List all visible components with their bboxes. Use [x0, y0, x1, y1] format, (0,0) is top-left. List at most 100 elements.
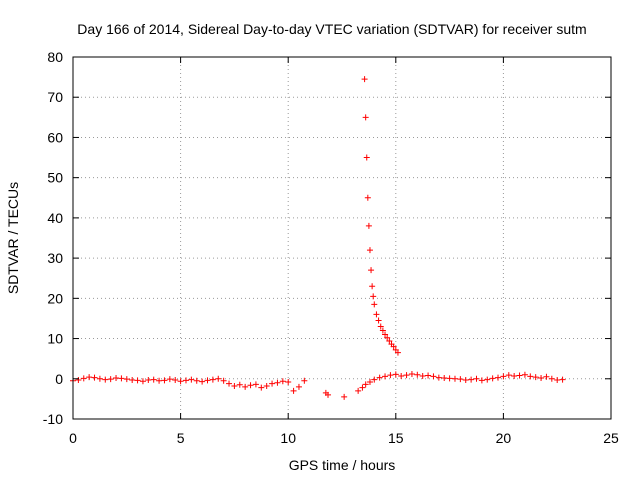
data-point: [252, 381, 259, 388]
data-point: [457, 376, 464, 383]
data-point: [446, 375, 453, 382]
data-point: [364, 194, 371, 201]
data-point: [295, 383, 302, 390]
data-point: [489, 375, 496, 382]
data-point: [375, 317, 382, 324]
x-tick-label: 5: [177, 430, 185, 446]
data-point: [363, 154, 370, 161]
data-point: [86, 374, 93, 381]
x-tick-label: 25: [603, 430, 619, 446]
data-point: [365, 222, 372, 229]
axis-ticks: [72, 56, 612, 420]
data-point: [75, 376, 82, 383]
data-point: [548, 375, 555, 382]
data-point: [435, 374, 442, 381]
y-tick-label: 70: [47, 89, 63, 105]
data-point: [80, 375, 87, 382]
data-point: [359, 384, 366, 391]
data-point: [188, 376, 195, 383]
data-point: [258, 384, 265, 391]
data-point: [139, 378, 146, 385]
data-point: [96, 375, 103, 382]
data-point: [145, 376, 152, 383]
data-point: [301, 377, 308, 384]
data-point: [274, 379, 281, 386]
y-tick-label: 10: [47, 331, 63, 347]
data-point: [371, 376, 378, 383]
x-tick-label: 10: [280, 430, 296, 446]
data-point: [543, 373, 550, 380]
data-point: [495, 374, 502, 381]
data-point: [521, 371, 528, 378]
data-point: [500, 373, 507, 380]
tick-labels: 0 5 10 15 20 25 -10 0 10 20 30 40 50 60 70 80: [43, 49, 619, 446]
data-point: [156, 377, 163, 384]
data-point: [430, 373, 437, 380]
data-point: [473, 375, 480, 382]
x-tick-label: 15: [388, 430, 404, 446]
data-point: [468, 376, 475, 383]
data-point: [102, 376, 109, 383]
data-point: [150, 376, 157, 383]
data-point: [91, 374, 98, 381]
x-tick-label: 0: [69, 430, 77, 446]
data-point: [325, 391, 332, 398]
data-point: [392, 371, 399, 378]
data-point: [236, 381, 243, 388]
data-point: [269, 380, 276, 387]
data-point: [511, 372, 518, 379]
data-point: [193, 377, 200, 384]
data-point: [559, 376, 566, 383]
data-point: [366, 247, 373, 254]
data-point: [355, 387, 362, 394]
data-point: [386, 337, 393, 344]
y-tick-label: 40: [47, 210, 63, 226]
data-point: [369, 283, 376, 290]
chart-title: Day 166 of 2014, Sidereal Day-to-day VTE…: [77, 21, 586, 37]
data-point: [478, 377, 485, 384]
data-series: [70, 76, 566, 400]
data-point: [368, 267, 375, 274]
data-point: [384, 334, 391, 341]
data-point: [177, 378, 184, 385]
data-point: [376, 374, 383, 381]
data-point: [247, 382, 254, 389]
data-point: [505, 372, 512, 379]
data-point: [361, 76, 368, 83]
data-point: [441, 374, 448, 381]
data-point: [161, 377, 168, 384]
data-point: [366, 378, 373, 385]
data-point: [373, 311, 380, 318]
y-tick-label: 80: [47, 49, 63, 65]
data-point: [263, 383, 270, 390]
grid: [73, 57, 611, 419]
data-point: [370, 293, 377, 300]
series-0: [70, 76, 566, 400]
data-point: [362, 114, 369, 121]
plot-frame: [72, 56, 612, 420]
y-tick-label: 50: [47, 170, 63, 186]
data-point: [362, 381, 369, 388]
data-point: [199, 378, 206, 385]
data-point: [209, 376, 216, 383]
data-point: [134, 377, 141, 384]
data-point: [113, 374, 120, 381]
data-point: [231, 383, 238, 390]
data-point: [484, 376, 491, 383]
data-point: [387, 372, 394, 379]
data-point: [123, 376, 130, 383]
data-point: [538, 374, 545, 381]
data-point: [215, 375, 222, 382]
data-point: [527, 373, 534, 380]
data-point: [371, 301, 378, 308]
data-point: [118, 375, 125, 382]
data-point: [516, 372, 523, 379]
data-point: [107, 376, 114, 383]
x-axis-label: GPS time / hours: [289, 457, 396, 473]
data-point: [172, 376, 179, 383]
data-point: [425, 372, 432, 379]
y-tick-label: 30: [47, 250, 63, 266]
data-point: [204, 377, 211, 384]
